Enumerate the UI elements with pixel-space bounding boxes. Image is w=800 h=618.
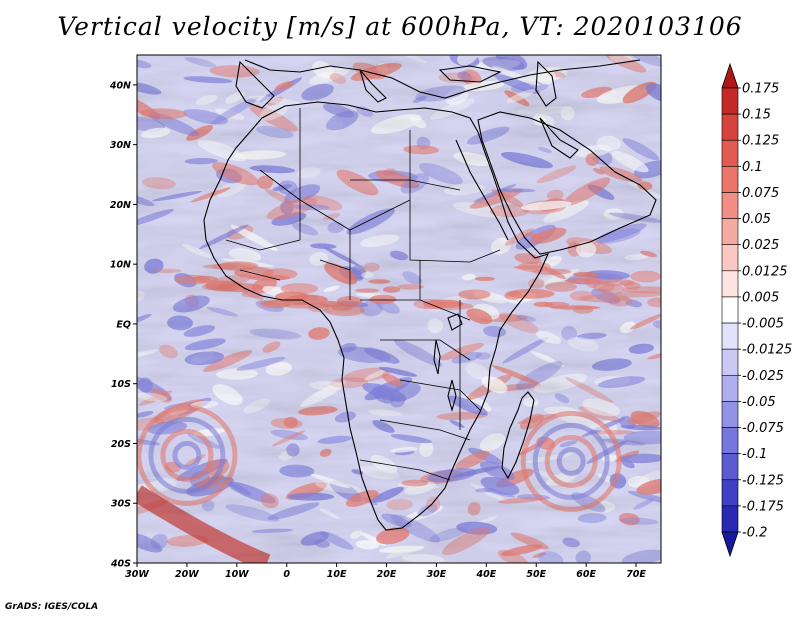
lat-label: 20S xyxy=(111,439,131,450)
colorbar-swatch xyxy=(721,296,739,324)
colorbar-swatch xyxy=(721,322,739,350)
lat-label: 30S xyxy=(111,499,131,510)
lon-label: 20E xyxy=(377,569,397,580)
colorbar-label: 0.1 xyxy=(742,160,763,175)
colorbar-label: -0.1 xyxy=(742,447,767,462)
lake-tanganyika xyxy=(433,339,441,375)
lat-label: 10N xyxy=(110,260,131,271)
lon-label: 10W xyxy=(225,569,249,580)
iberia-coastline xyxy=(235,60,275,109)
lon-label: 30E xyxy=(427,569,447,580)
longitude-axis: 30W 20W 10W 0 10E 20E 30E 40E 50E 60E 70E xyxy=(125,563,646,580)
colorbar-label: 0.005 xyxy=(742,290,779,305)
colorbar-label: -0.0125 xyxy=(742,343,792,358)
italy-coastline xyxy=(359,69,387,103)
colorbar-label: 0.025 xyxy=(742,238,779,253)
lon-label: 0 xyxy=(283,569,290,580)
footer-credit: GrADS: IGES/COLA xyxy=(5,602,99,612)
lat-label: 10S xyxy=(111,379,131,390)
colorbar-swatch xyxy=(721,87,739,115)
colorbar-swatch xyxy=(721,244,739,272)
colorbar-label: -0.125 xyxy=(742,473,784,488)
colorbar-label: -0.075 xyxy=(742,421,784,436)
persian-gulf-coastline xyxy=(539,117,579,159)
colorbar-bottom-arrow xyxy=(721,531,739,558)
europe-coastline xyxy=(244,59,641,99)
lon-label: 10E xyxy=(327,569,347,580)
colorbar-top-arrow xyxy=(721,62,739,89)
colorbar-swatch xyxy=(721,166,739,193)
black-sea-coastline xyxy=(438,65,502,83)
colorbar-label: -0.025 xyxy=(742,369,784,384)
red-sea-coastline xyxy=(455,139,509,241)
lake-malawi xyxy=(447,379,457,413)
lon-label: 60E xyxy=(576,569,596,580)
lat-label: 40N xyxy=(109,80,131,91)
colorbar-swatch xyxy=(721,453,739,481)
lat-label: 20N xyxy=(110,200,131,211)
colorbar-swatch xyxy=(721,401,739,428)
colorbar-label: -0.175 xyxy=(742,499,784,514)
colorbar-label: -0.05 xyxy=(742,395,776,410)
colorbar: 0.175 0.15 0.125 0.1 0.075 0.05 0.025 0.0125 0.0… xyxy=(721,62,792,558)
lat-label: EQ xyxy=(116,319,131,330)
lake-victoria xyxy=(447,313,463,331)
lon-label: 20W xyxy=(175,569,199,580)
lon-label: 30W xyxy=(125,569,149,580)
lat-label: 40S xyxy=(110,559,131,570)
colorbar-swatch xyxy=(721,192,739,219)
colorbar-swatch xyxy=(721,374,739,402)
colorbar-label: -0.005 xyxy=(742,317,784,332)
colorbar-label: 0.05 xyxy=(742,212,771,227)
lat-label: 30N xyxy=(110,140,131,151)
map-title: Vertical velocity [m/s] at 600hPa, VT: 2… xyxy=(57,12,743,41)
colorbar-swatch xyxy=(721,348,739,376)
colorbar-label: -0.2 xyxy=(742,526,767,541)
colorbar-label: 0.0125 xyxy=(742,264,788,279)
colorbar-label: 0.15 xyxy=(742,108,771,123)
colorbar-swatch xyxy=(721,479,739,507)
arabia-coastline xyxy=(477,111,657,255)
africa-coastline xyxy=(203,101,549,531)
colorbar-swatch xyxy=(721,113,739,141)
lon-label: 70E xyxy=(626,569,646,580)
colorbar-label: 0.075 xyxy=(742,186,779,201)
colorbar-swatch xyxy=(721,505,739,533)
coastlines xyxy=(203,59,657,531)
velocity-field xyxy=(137,55,661,563)
colorbar-swatch xyxy=(721,270,739,298)
colorbar-swatch xyxy=(721,139,739,167)
colorbar-label: 0.175 xyxy=(742,82,779,97)
lon-label: 40E xyxy=(475,569,496,580)
caspian-coastline xyxy=(535,60,557,107)
country-borders xyxy=(225,108,501,481)
madagascar-coastline xyxy=(501,391,535,480)
latitude-axis: 40N 30N 20N 10N EQ 10S 20S 30S 40S xyxy=(109,80,137,570)
plot-frame xyxy=(136,54,662,564)
colorbar-swatch xyxy=(721,218,739,246)
colorbar-label: 0.125 xyxy=(742,134,779,149)
lon-label: 50E xyxy=(526,569,546,580)
colorbar-swatch xyxy=(721,427,739,454)
